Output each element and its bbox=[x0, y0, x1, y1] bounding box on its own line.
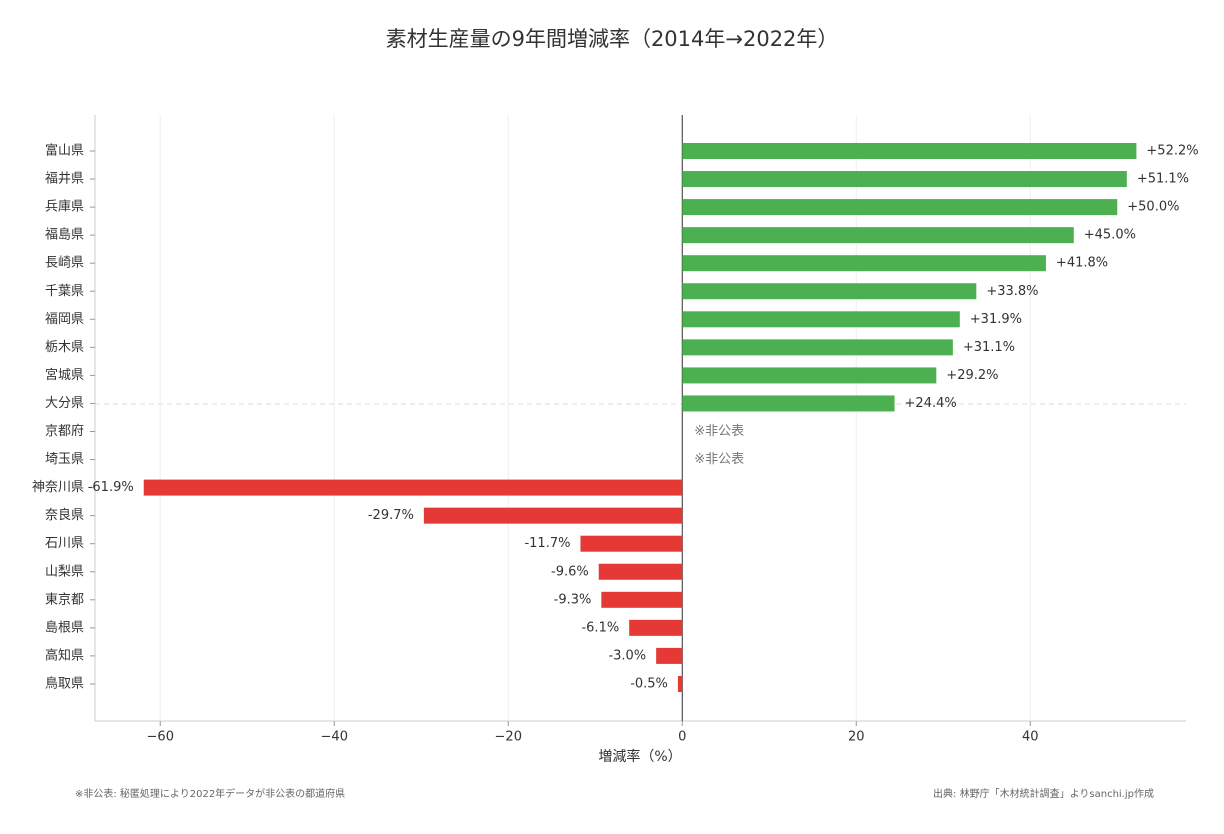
chart-title: 素材生産量の9年間増減率（2014年→2022年） bbox=[386, 27, 839, 51]
bar bbox=[682, 227, 1074, 244]
value-label: +41.8% bbox=[1056, 256, 1108, 271]
category-label: 鳥取県 bbox=[45, 676, 84, 691]
x-tick-label: 40 bbox=[1022, 730, 1039, 745]
value-label: -11.7% bbox=[524, 536, 570, 551]
bar bbox=[682, 143, 1137, 159]
category-label: 東京都 bbox=[45, 591, 84, 607]
bar bbox=[677, 675, 683, 692]
bar bbox=[656, 647, 683, 664]
category-label: 兵庫県 bbox=[45, 200, 84, 215]
value-label: +50.0% bbox=[1127, 200, 1179, 215]
bar bbox=[682, 367, 937, 384]
value-label: +52.2% bbox=[1146, 144, 1198, 159]
category-label: 高知県 bbox=[45, 647, 84, 663]
category-label: 福井県 bbox=[45, 172, 84, 187]
bar bbox=[682, 311, 960, 328]
bar bbox=[682, 255, 1046, 272]
category-label: 埼玉県 bbox=[45, 452, 84, 467]
value-label: +31.9% bbox=[970, 312, 1022, 327]
x-tick-label: −20 bbox=[495, 730, 522, 745]
x-tick-label: 0 bbox=[678, 730, 686, 745]
footnote: ※非公表: 秘匿処理により2022年データが非公表の都道府県 bbox=[75, 787, 345, 800]
value-label: -3.0% bbox=[608, 648, 646, 663]
bar bbox=[598, 563, 683, 580]
category-label: 大分県 bbox=[45, 396, 84, 411]
value-label: ※非公表 bbox=[694, 424, 744, 439]
category-label: 奈良県 bbox=[45, 507, 84, 523]
value-label: +33.8% bbox=[986, 284, 1038, 299]
bar bbox=[682, 339, 953, 356]
bar bbox=[682, 395, 895, 412]
source: 出典: 林野庁「木材統計調査」よりsanchi.jp作成 bbox=[933, 787, 1154, 800]
bar bbox=[682, 199, 1118, 216]
bar bbox=[682, 171, 1127, 188]
category-label: 千葉県 bbox=[45, 284, 84, 299]
category-label: 福島県 bbox=[45, 228, 84, 243]
x-tick-label: 20 bbox=[848, 730, 865, 745]
bar bbox=[629, 619, 683, 636]
category-label: 栃木県 bbox=[45, 340, 84, 355]
value-label: -61.9% bbox=[88, 480, 134, 495]
value-label: +29.2% bbox=[946, 368, 998, 383]
value-label: -9.6% bbox=[551, 564, 589, 579]
category-label: 石川県 bbox=[45, 536, 84, 551]
value-label: ※非公表 bbox=[694, 452, 744, 467]
category-label: 富山県 bbox=[45, 143, 84, 159]
value-label: +24.4% bbox=[905, 396, 957, 411]
bar bbox=[601, 591, 683, 608]
category-label: 山梨県 bbox=[45, 564, 84, 579]
value-label: -6.1% bbox=[581, 620, 619, 635]
bar bbox=[423, 507, 683, 524]
bar bbox=[143, 479, 683, 496]
value-label: +51.1% bbox=[1137, 172, 1189, 187]
bar bbox=[682, 283, 977, 300]
category-label: 宮城県 bbox=[45, 367, 84, 383]
x-tick-label: −60 bbox=[147, 730, 174, 745]
category-label: 福岡県 bbox=[45, 312, 84, 327]
value-label: -9.3% bbox=[554, 592, 592, 607]
value-label: +31.1% bbox=[963, 340, 1015, 355]
bar bbox=[580, 535, 683, 552]
category-label: 京都府 bbox=[45, 424, 84, 439]
x-axis-label: 増減率（%） bbox=[598, 748, 681, 765]
value-label: -0.5% bbox=[630, 676, 668, 691]
x-tick-label: −40 bbox=[321, 730, 348, 745]
category-label: 神奈川県 bbox=[32, 480, 84, 495]
category-label: 島根県 bbox=[45, 620, 84, 635]
category-label: 長崎県 bbox=[45, 256, 84, 271]
value-label: +45.0% bbox=[1084, 228, 1136, 243]
value-label: -29.7% bbox=[368, 508, 414, 523]
